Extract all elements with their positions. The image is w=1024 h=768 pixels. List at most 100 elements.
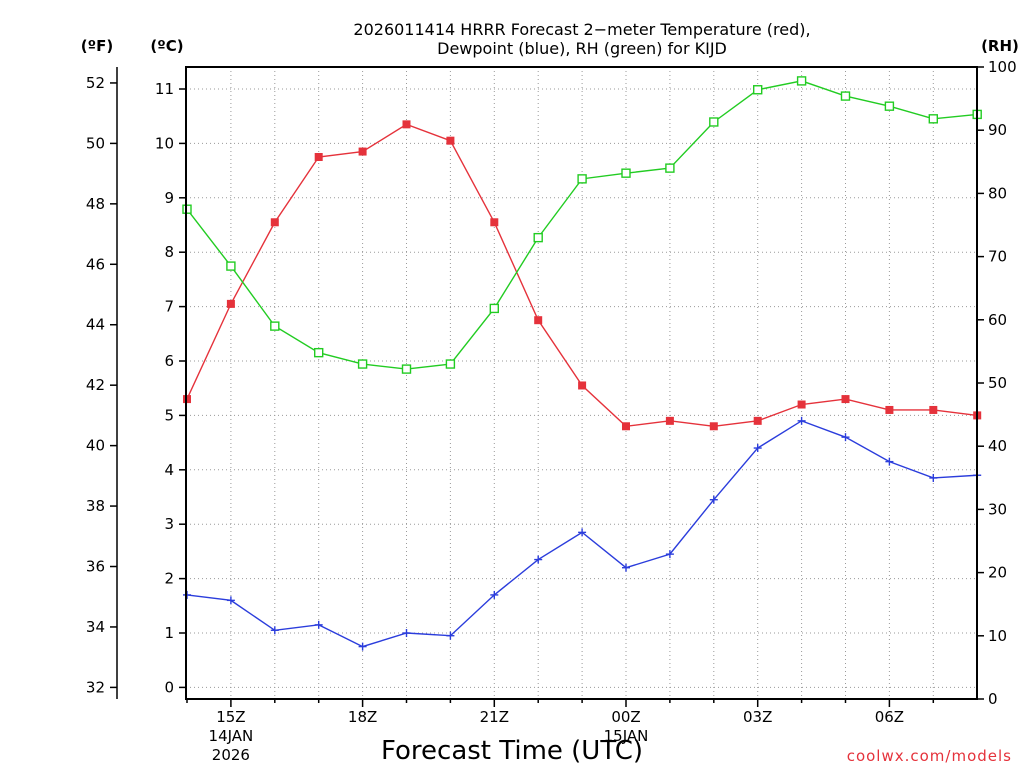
chart-labels: 2026011414 HRRR Forecast 2−meter Tempera… [81, 20, 1019, 766]
fahrenheit-tick-label: 52 [86, 74, 105, 92]
x-date-label: 15JAN [604, 727, 649, 745]
rh-point [357, 359, 368, 369]
rh-point [796, 76, 807, 86]
dewpoint-point [709, 495, 718, 504]
dewpoint-point [270, 626, 279, 635]
x-tick-label: 18Z [348, 708, 377, 726]
dewpoint-point [622, 563, 630, 572]
fahrenheit-tick-label: 44 [86, 316, 105, 334]
fahrenheit-tick-label: 34 [86, 618, 105, 636]
rh-tick-label: 40 [988, 437, 1007, 455]
celsius-tick-label: 2 [164, 570, 174, 588]
celsius-tick-label: 11 [155, 80, 174, 98]
credit-text: coolwx.com/models [847, 747, 1012, 765]
rh-point [445, 359, 456, 369]
rh-point [226, 261, 236, 271]
celsius-tick-label: 3 [164, 515, 174, 533]
temperature-point [402, 120, 411, 129]
temperature-point [797, 400, 806, 409]
celsius-tick-label: 9 [164, 189, 174, 207]
chart-axes: 3234363840424446485052012345678910110102… [86, 58, 1017, 764]
rh-point [489, 303, 499, 314]
fahrenheit-tick-label: 42 [86, 376, 105, 394]
dewpoint-point [797, 416, 806, 425]
rh-tick-label: 30 [988, 500, 1007, 518]
temperature-point [665, 416, 674, 425]
rh-point [621, 168, 631, 178]
rh-point [533, 232, 543, 243]
celsius-axis-label: (ºC) [150, 37, 183, 55]
plot-frame [185, 66, 978, 700]
chart-title-line: 2026011414 HRRR Forecast 2−meter Tempera… [353, 20, 810, 39]
x-date-label: 14JAN [209, 727, 254, 745]
celsius-tick-label: 10 [155, 134, 174, 152]
temperature-point [753, 416, 762, 425]
rh-tick-label: 90 [988, 121, 1007, 139]
dewpoint-point [885, 457, 894, 466]
rh-point [928, 114, 938, 124]
rh-point [665, 163, 675, 173]
celsius-tick-label: 8 [164, 243, 174, 261]
temperature-point [226, 299, 235, 308]
fahrenheit-tick-label: 46 [86, 255, 105, 273]
rh-point [577, 174, 587, 184]
temperature-point [841, 395, 850, 404]
rh-tick-label: 60 [988, 311, 1007, 329]
rh-tick-label: 100 [988, 58, 1017, 76]
rh-point [270, 321, 280, 331]
celsius-tick-label: 7 [164, 298, 174, 316]
x-axis-title: Forecast Time (UTC) [381, 736, 643, 766]
temperature-point [314, 153, 323, 161]
rh-tick-label: 0 [988, 690, 998, 708]
x-tick-label: 15Z [216, 708, 245, 726]
chart-title-line: Dewpoint (blue), RH (green) for KIJD [437, 39, 727, 58]
rh-tick-label: 80 [988, 184, 1007, 202]
rh-axis-label: (RH) [981, 37, 1019, 55]
x-tick-label: 03Z [743, 708, 772, 726]
rh-point [840, 91, 851, 101]
temperature-point [358, 147, 367, 156]
rh-tick-label: 10 [988, 627, 1007, 645]
dewpoint-point [841, 433, 850, 442]
temperature-point [270, 218, 279, 227]
dewpoint-point [446, 631, 455, 640]
dewpoint-point [665, 550, 674, 559]
celsius-tick-label: 6 [164, 352, 174, 370]
dewpoint-point [226, 596, 235, 605]
temperature-point [929, 405, 938, 414]
series-temperature [183, 120, 982, 431]
dewpoint-point [314, 620, 323, 629]
rh-tick-label: 20 [988, 564, 1007, 582]
temperature-point [490, 218, 499, 227]
fahrenheit-tick-label: 50 [86, 134, 105, 152]
temperature-point [885, 405, 894, 414]
dewpoint-point [490, 590, 499, 599]
dewpoint-point [402, 629, 411, 637]
dewpoint-point [929, 473, 938, 482]
celsius-tick-label: 5 [164, 406, 174, 424]
series-rh [182, 76, 982, 374]
dewpoint-point [358, 642, 367, 651]
fahrenheit-tick-label: 32 [86, 678, 105, 696]
celsius-tick-label: 4 [164, 461, 174, 479]
fahrenheit-tick-label: 48 [86, 195, 105, 213]
x-date-label: 2026 [212, 746, 250, 764]
fahrenheit-tick-label: 36 [86, 558, 105, 576]
dewpoint-point [753, 444, 762, 453]
dewpoint-point [534, 555, 543, 564]
x-tick-label: 00Z [611, 708, 640, 726]
rh-point [314, 347, 324, 358]
rh-point [401, 364, 412, 374]
temperature-point [446, 136, 455, 145]
rh-line [186, 80, 978, 370]
rh-point [884, 101, 895, 111]
x-tick-label: 21Z [480, 708, 509, 726]
temperature-point [709, 422, 718, 431]
temperature-point [622, 422, 630, 431]
fahrenheit-tick-label: 40 [86, 437, 105, 455]
fahrenheit-axis-label: (ºF) [81, 37, 113, 55]
dewpoint-point [578, 528, 587, 537]
rh-tick-label: 50 [988, 374, 1007, 392]
celsius-tick-label: 1 [164, 624, 174, 642]
